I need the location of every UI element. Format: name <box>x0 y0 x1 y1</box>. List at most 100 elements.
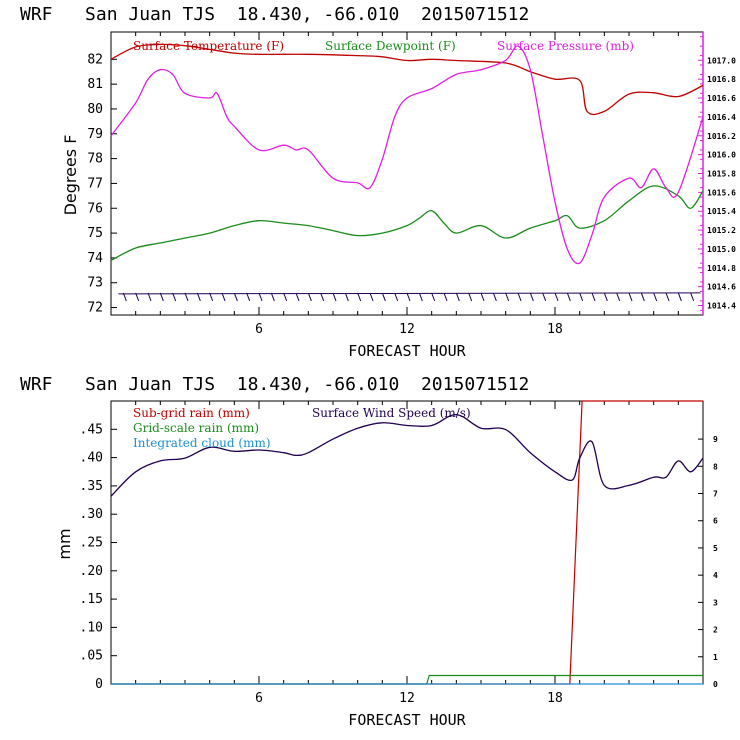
wind-barb <box>591 292 596 302</box>
wind-barb <box>431 292 436 302</box>
chart-1-y2-tick-label: 1016.4 <box>707 113 736 122</box>
chart-1-x-tick-label: 6 <box>255 322 263 337</box>
wind-barb <box>443 292 448 302</box>
chart-1-y2-tick-label: 1017.0 <box>707 56 736 65</box>
chart-1-xlabel: FORECAST HOUR <box>348 342 466 360</box>
wind-barb <box>332 292 337 302</box>
chart-1-y-tick-label: 79 <box>87 127 103 142</box>
wind-barb <box>492 292 497 302</box>
wind-barb <box>258 292 263 302</box>
wind-barb <box>628 292 633 302</box>
chart-1-series-surface-temperature-f <box>110 43 704 116</box>
wind-barb <box>320 292 325 302</box>
chart-2-y-tick-label: .30 <box>80 507 103 522</box>
chart-2-y2-tick-label: 1 <box>713 653 718 662</box>
chart-2-y-tick-label: .20 <box>80 564 103 579</box>
wind-barb <box>369 292 374 302</box>
legend-integrated-cloud: Integrated cloud (mm) <box>133 436 271 450</box>
chart-1-y-tick-label: 82 <box>87 52 103 67</box>
wind-barb <box>665 292 670 302</box>
chart-1-y2-tick-label: 1016.0 <box>707 151 736 160</box>
chart-1-y2-tick-label: 1015.6 <box>707 188 736 197</box>
chart-2-y2-tick-label: 8 <box>713 462 718 471</box>
chart-1-y2-tick-label: 1015.2 <box>707 226 736 235</box>
wind-barb <box>135 292 140 302</box>
chart-1-series-surface-dewpoint-f <box>110 185 704 261</box>
chart-1-y2-tick-label: 1014.4 <box>707 302 736 311</box>
wind-barb <box>147 292 152 302</box>
legend-sub-grid-rain: Sub-grid rain (mm) <box>133 406 250 420</box>
wind-barb <box>344 292 349 302</box>
wind-barb <box>196 292 201 302</box>
wind-barb <box>233 292 238 302</box>
chart-1-y2-tick-label: 1014.8 <box>707 264 736 273</box>
wind-barb <box>357 292 362 302</box>
chart-2-y-tick-label: 0 <box>95 677 103 692</box>
wind-barb <box>394 292 399 302</box>
chart-1-title: WRF San Juan TJS 18.430, -66.010 2015071… <box>20 4 529 25</box>
wind-barb <box>640 292 645 302</box>
chart-2-y2-tick-label: 6 <box>713 517 718 526</box>
wind-barb <box>381 292 386 302</box>
wind-barb <box>616 292 621 302</box>
chart-2-x-tick-label: 18 <box>547 691 563 706</box>
chart-1-y2-tick-label: 1016.6 <box>707 94 736 103</box>
wind-barb <box>283 292 288 302</box>
wind-barb-baseline <box>118 292 701 295</box>
wind-barb <box>529 292 534 302</box>
chart-2-y2-tick-label: 4 <box>713 571 718 580</box>
chart-2-title: WRF San Juan TJS 18.430, -66.010 2015071… <box>20 374 529 395</box>
legend-grid-scale-rain: Grid-scale rain (mm) <box>133 421 259 435</box>
chart-1-x-tick-label: 12 <box>399 322 415 337</box>
chart-1-y-tick-label: 73 <box>87 276 103 291</box>
chart-1-y-tick-label: 76 <box>87 201 103 216</box>
chart-1-series-surface-pressure-mb <box>110 45 704 265</box>
chart-1-y-tick-label: 81 <box>87 77 103 92</box>
wind-barb <box>270 292 275 302</box>
chart-2-x-tick-label: 6 <box>255 691 263 706</box>
chart-2-series-surface-wind-speed-m-s <box>110 413 704 497</box>
chart-1-y-tick-label: 80 <box>87 102 103 117</box>
wind-barb <box>653 292 658 302</box>
wind-barb <box>122 292 127 302</box>
chart-2-y2-tick-label: 2 <box>713 626 718 635</box>
wind-barb <box>505 292 510 302</box>
wind-barb <box>579 292 584 302</box>
chart-1-x-tick-label: 18 <box>547 322 563 337</box>
chart-1-y-tick-label: 77 <box>87 176 103 191</box>
chart-1-y2-tick-label: 1016.2 <box>707 132 736 141</box>
wind-barb <box>307 292 312 302</box>
chart-1-ylabel: Degrees F <box>61 135 80 216</box>
chart-1-y2-tick-label: 1016.8 <box>707 75 736 84</box>
wind-barb <box>209 292 214 302</box>
legend-surface-pressure: Surface Pressure (mb) <box>497 39 634 53</box>
chart-1-frame <box>110 31 704 316</box>
chart-2-y-tick-label: .15 <box>80 592 103 607</box>
chart-2-y2-tick-label: 7 <box>713 490 718 499</box>
wind-barb <box>690 292 695 302</box>
wind-barb <box>455 292 460 302</box>
chart-2-y2-tick-label: 9 <box>713 435 718 444</box>
wind-barb <box>159 292 164 302</box>
chart-2-ylabel: mm <box>55 528 74 559</box>
chart-1-y2-tick-label: 1015.8 <box>707 170 736 179</box>
chart-1-y-tick-label: 75 <box>87 226 103 241</box>
wind-barb <box>554 292 559 302</box>
wind-barb <box>566 292 571 302</box>
wind-barb <box>418 292 423 302</box>
chart-2-y-tick-label: .05 <box>80 649 103 664</box>
wind-barb <box>677 292 682 302</box>
wind-barb <box>221 292 226 302</box>
legend-surface-wind-speed: Surface Wind Speed (m/s) <box>312 406 471 420</box>
chart-2-y2-tick-label: 3 <box>713 598 718 607</box>
wind-barb <box>246 292 251 302</box>
chart-2-y-tick-label: .45 <box>80 422 103 437</box>
wind-barb <box>172 292 177 302</box>
wind-barb <box>468 292 473 302</box>
wind-barb <box>517 292 522 302</box>
wind-barb <box>295 292 300 302</box>
chart-2-y-tick-label: .35 <box>80 479 103 494</box>
chart-1-y2-tick-label: 1014.6 <box>707 283 736 292</box>
chart-2-y2-tick-label: 0 <box>713 680 718 689</box>
